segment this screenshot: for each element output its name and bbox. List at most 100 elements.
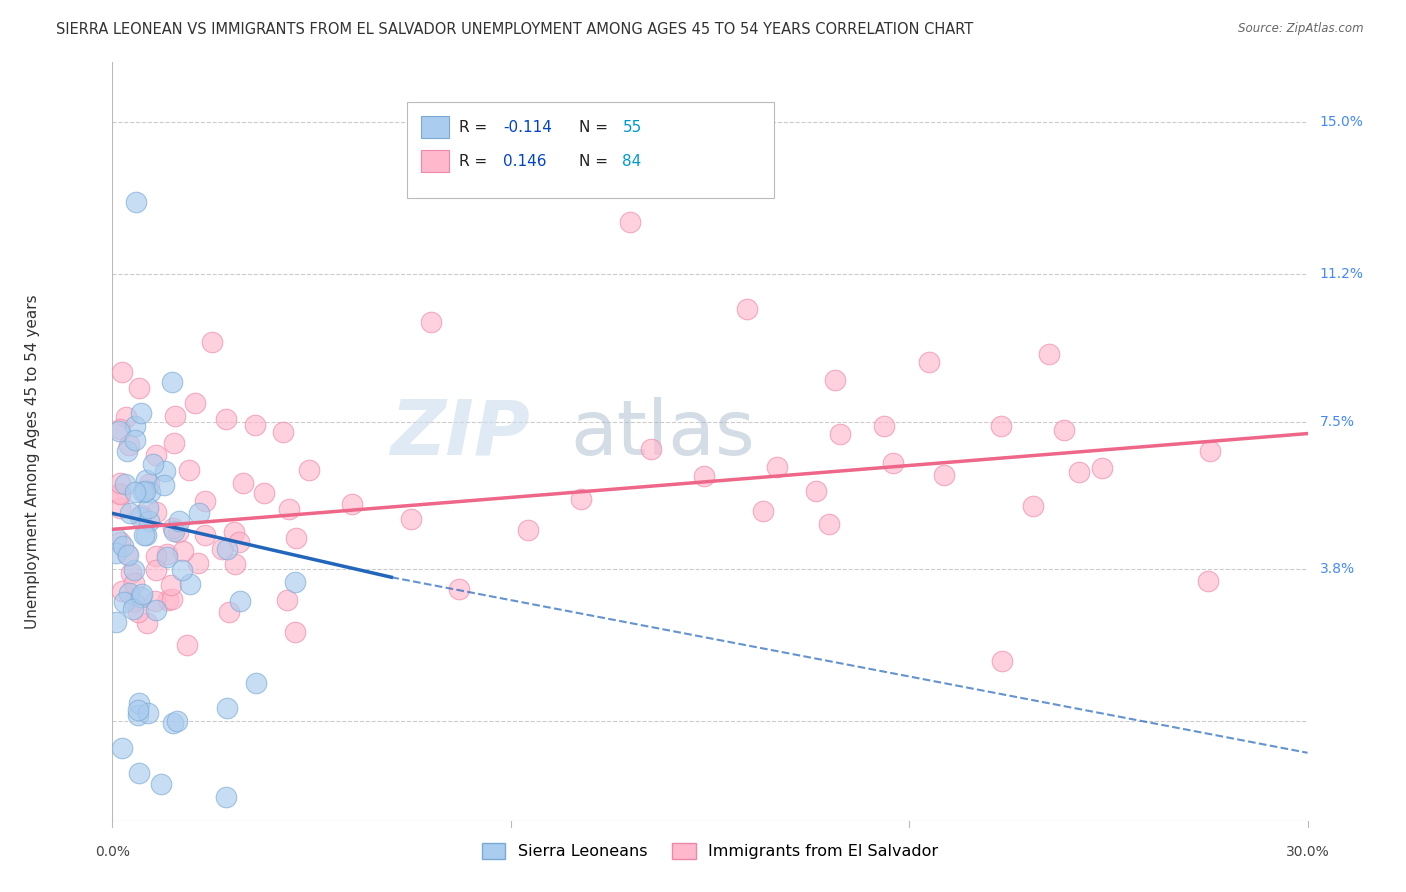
Text: 0.0%: 0.0%: [96, 845, 129, 859]
Point: [145, 549, 167, 563]
Point: [155, 464, 177, 478]
Point: [127, 708, 149, 723]
Point: [619, 215, 641, 229]
Point: [122, 575, 145, 590]
Point: [449, 582, 471, 596]
Point: [136, 706, 159, 721]
Point: [172, 563, 194, 577]
Point: [110, 501, 132, 516]
Point: [172, 544, 194, 558]
Text: R =: R =: [458, 120, 492, 135]
Point: [108, 424, 131, 438]
Point: [218, 605, 240, 619]
Point: [215, 790, 238, 805]
Point: [420, 315, 443, 329]
Point: [125, 195, 148, 210]
Point: [139, 485, 162, 500]
Point: [804, 483, 827, 498]
Point: [228, 534, 250, 549]
Point: [131, 587, 153, 601]
Point: [211, 542, 233, 557]
Text: 30.0%: 30.0%: [1285, 845, 1330, 859]
Text: 3.8%: 3.8%: [1320, 562, 1354, 576]
Point: [162, 521, 184, 535]
Text: 7.5%: 7.5%: [1320, 415, 1354, 428]
Point: [124, 595, 146, 609]
Text: Source: ZipAtlas.com: Source: ZipAtlas.com: [1239, 22, 1364, 36]
Text: N =: N =: [579, 154, 613, 169]
Point: [112, 539, 135, 553]
Point: [569, 492, 592, 507]
Point: [129, 510, 152, 524]
Point: [145, 505, 167, 519]
Point: [124, 434, 146, 448]
Point: [134, 483, 156, 498]
Point: [224, 557, 246, 571]
Point: [128, 697, 150, 711]
Point: [110, 485, 132, 500]
Point: [830, 426, 852, 441]
Point: [149, 777, 172, 791]
Point: [253, 485, 276, 500]
Point: [110, 422, 132, 436]
FancyBboxPatch shape: [422, 116, 449, 138]
Point: [184, 396, 207, 410]
Point: [224, 525, 246, 540]
Point: [110, 535, 132, 549]
Point: [118, 438, 141, 452]
Point: [127, 605, 149, 619]
Text: 84: 84: [623, 154, 641, 169]
Point: [115, 410, 138, 425]
Point: [129, 508, 152, 522]
Text: R =: R =: [458, 154, 492, 169]
Point: [145, 603, 167, 617]
Point: [112, 594, 135, 608]
Point: [152, 478, 174, 492]
Point: [111, 365, 134, 379]
Point: [179, 577, 201, 591]
Point: [131, 406, 153, 420]
Point: [179, 463, 201, 477]
Point: [163, 524, 186, 538]
Point: [187, 556, 209, 570]
Point: [932, 468, 955, 483]
Point: [1090, 461, 1112, 475]
Point: [990, 654, 1012, 668]
Point: [128, 766, 150, 780]
Point: [215, 411, 238, 425]
Text: -0.114: -0.114: [503, 120, 551, 135]
Point: [284, 575, 307, 590]
Point: [162, 715, 184, 730]
Point: [124, 485, 146, 500]
Text: N =: N =: [579, 120, 613, 135]
Point: [132, 528, 155, 542]
Point: [160, 578, 183, 592]
Point: [135, 615, 157, 630]
Point: [105, 546, 128, 560]
Point: [399, 512, 422, 526]
Point: [118, 585, 141, 599]
Point: [145, 563, 167, 577]
Point: [342, 497, 364, 511]
Point: [111, 583, 134, 598]
Point: [157, 593, 180, 607]
Point: [120, 506, 142, 520]
Point: [166, 714, 188, 728]
Point: [135, 527, 157, 541]
Point: [278, 502, 301, 516]
Point: [110, 487, 132, 501]
Point: [640, 442, 662, 456]
Point: [167, 514, 190, 528]
Point: [990, 419, 1012, 434]
Point: [243, 417, 266, 432]
Point: [1021, 499, 1043, 513]
Text: 15.0%: 15.0%: [1320, 115, 1364, 129]
Text: atlas: atlas: [571, 397, 755, 471]
Point: [1067, 465, 1090, 479]
Point: [124, 419, 146, 434]
Point: [143, 594, 166, 608]
Point: [142, 457, 165, 471]
Point: [117, 444, 139, 458]
Point: [122, 563, 145, 577]
Point: [115, 547, 138, 561]
